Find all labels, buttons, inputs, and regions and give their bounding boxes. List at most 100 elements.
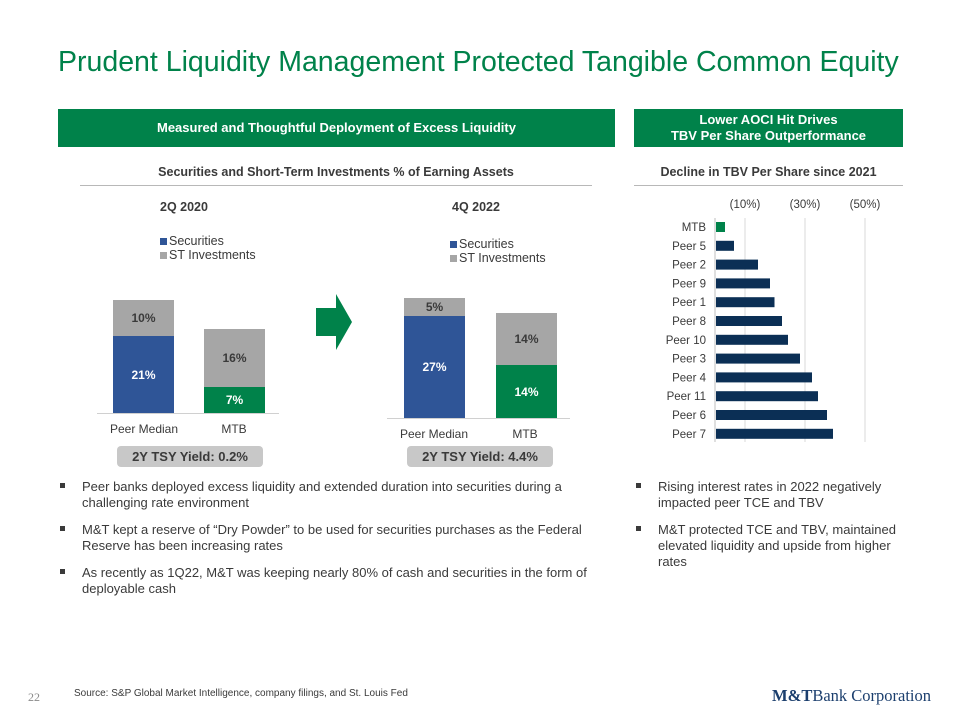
bullet-square-icon bbox=[636, 483, 641, 488]
legend-label-st-investments: ST Investments bbox=[459, 251, 546, 265]
tbv-category-label: Peer 2 bbox=[672, 260, 706, 272]
tbv-category-label: Peer 9 bbox=[672, 278, 706, 290]
right-bullet-list: Rising interest rates in 2022 negatively… bbox=[634, 479, 908, 581]
category-label-peer-median: Peer Median bbox=[109, 422, 179, 436]
company-logo: M&TBank Corporation bbox=[772, 686, 931, 706]
bar-2q2020-peer-st bbox=[113, 299, 174, 337]
legend-item-securities: Securities bbox=[160, 234, 256, 248]
bar-2q2020-mtb-st bbox=[204, 329, 265, 388]
tbv-bar bbox=[716, 391, 818, 402]
bullet-square-icon bbox=[60, 569, 65, 574]
tbv-tick-label: (50%) bbox=[850, 199, 881, 211]
tbv-category-label: Peer 8 bbox=[672, 316, 706, 328]
tbv-category-label: Peer 7 bbox=[672, 429, 706, 441]
bar-2q2020-peer-securities bbox=[113, 336, 174, 413]
tbv-chart-subhead: Decline in TBV Per Share since 2021 bbox=[660, 165, 877, 179]
bullet-square-icon bbox=[636, 526, 641, 531]
securities-chart-subhead: Securities and Short-Term Investments % … bbox=[158, 165, 514, 179]
list-item: Rising interest rates in 2022 negatively… bbox=[634, 479, 908, 511]
tbv-tick-label: (30%) bbox=[790, 199, 821, 211]
page-title: Prudent Liquidity Management Protected T… bbox=[58, 46, 899, 78]
bar-4q2022-mtb-st bbox=[496, 312, 557, 366]
bullet-text: Peer banks deployed excess liquidity and… bbox=[82, 479, 562, 510]
legend-swatch-securities bbox=[450, 240, 457, 248]
bullet-square-icon bbox=[60, 483, 65, 488]
tbv-bar bbox=[716, 278, 770, 289]
bar-4q2022-peer-st bbox=[404, 297, 465, 317]
tbv-bar bbox=[716, 222, 725, 232]
logo-bold: M&T bbox=[772, 686, 813, 705]
tbv-category-label: Peer 3 bbox=[672, 354, 706, 366]
right-header-line-2: TBV Per Share Outperformance bbox=[670, 128, 867, 143]
legend-label-securities: Securities bbox=[459, 237, 514, 251]
bullet-text: As recently as 1Q22, M&T was keeping nea… bbox=[82, 565, 587, 596]
tbv-category-label: Peer 11 bbox=[667, 391, 706, 403]
category-label-peer-median: Peer Median bbox=[399, 427, 469, 441]
list-item: M&T protected TCE and TBV, maintained el… bbox=[634, 522, 908, 570]
legend-item-securities: Securities bbox=[450, 237, 546, 251]
right-subhead-divider bbox=[634, 185, 903, 186]
legend-item-st-investments: ST Investments bbox=[450, 251, 546, 265]
chart-4q2022-baseline bbox=[387, 418, 570, 419]
label-2q2020-peer-st: 10% bbox=[131, 311, 156, 326]
list-item: Peer banks deployed excess liquidity and… bbox=[58, 479, 606, 511]
tbv-tick-label: (10%) bbox=[730, 199, 761, 211]
label-2q2020-mtb-st: 16% bbox=[222, 351, 247, 366]
left-subhead-divider bbox=[80, 185, 592, 186]
bullet-text: M&T kept a reserve of “Dry Powder” to be… bbox=[82, 522, 582, 553]
legend-swatch-securities bbox=[160, 237, 167, 245]
tbv-category-label: Peer 1 bbox=[672, 297, 706, 309]
chart-2q2020-baseline bbox=[97, 413, 279, 414]
bullet-text: M&T protected TCE and TBV, maintained el… bbox=[658, 522, 896, 569]
label-4q2022-mtb-securities: 14% bbox=[514, 384, 539, 399]
bar-4q2022-mtb-securities bbox=[496, 365, 557, 418]
legend-swatch-st-investments bbox=[160, 251, 167, 259]
chart-2q2020-legend: Securities ST Investments bbox=[160, 234, 256, 262]
tbv-bar bbox=[716, 410, 827, 420]
tbv-bar bbox=[716, 428, 833, 439]
tbv-bar bbox=[716, 240, 734, 251]
bullet-text: Rising interest rates in 2022 negatively… bbox=[658, 479, 882, 510]
logo-rest: Bank Corporation bbox=[812, 686, 932, 705]
arrow-right-icon bbox=[316, 294, 352, 350]
label-4q2022-peer-securities: 27% bbox=[422, 360, 447, 375]
tbv-bar bbox=[716, 372, 812, 383]
tbv-decline-chart: (10%) (30%) (50%) MTB Peer 5 Peer 2 Peer 9 Peer… bbox=[666, 199, 881, 442]
tbv-category-label: Peer 10 bbox=[666, 335, 706, 347]
tbv-category-label: Peer 6 bbox=[672, 410, 706, 422]
bar-4q2022-peer-securities bbox=[404, 316, 465, 418]
tsy-yield-4q2022-badge: 2Y TSY Yield: 4.4% bbox=[407, 446, 553, 467]
category-label-mtb: MTB bbox=[221, 422, 247, 436]
tsy-yield-2q2020-badge: 2Y TSY Yield: 0.2% bbox=[117, 446, 263, 467]
tbv-bar bbox=[716, 353, 800, 364]
list-item: M&T kept a reserve of “Dry Powder” to be… bbox=[58, 522, 606, 554]
list-item: As recently as 1Q22, M&T was keeping nea… bbox=[58, 565, 606, 597]
tbv-bar bbox=[716, 316, 782, 326]
label-4q2022-mtb-st: 14% bbox=[514, 332, 539, 347]
legend-label-securities: Securities bbox=[169, 234, 224, 248]
tbv-bar bbox=[716, 259, 758, 270]
chart-2q2020-title: 2Q 2020 bbox=[160, 200, 208, 214]
tbv-category-label: MTB bbox=[682, 222, 707, 234]
source-note: Source: S&P Global Market Intelligence, … bbox=[74, 688, 408, 699]
page-number: 22 bbox=[28, 690, 40, 704]
right-section-header: Lower AOCI Hit Drives TBV Per Share Outp… bbox=[634, 109, 903, 147]
tbv-category-label: Peer 4 bbox=[672, 372, 706, 384]
label-2q2020-mtb-securities: 7% bbox=[225, 393, 244, 408]
chart-4q2022-legend: Securities ST Investments bbox=[450, 237, 546, 265]
label-2q2020-peer-securities: 21% bbox=[131, 367, 156, 382]
legend-label-st-investments: ST Investments bbox=[169, 248, 256, 262]
tbv-category-label: Peer 5 bbox=[672, 241, 706, 253]
left-bullet-list: Peer banks deployed excess liquidity and… bbox=[58, 479, 606, 608]
bullet-square-icon bbox=[60, 526, 65, 531]
tbv-bar bbox=[716, 334, 788, 345]
right-header-line-1: Lower AOCI Hit Drives bbox=[699, 111, 838, 127]
left-section-header: Measured and Thoughtful Deployment of Ex… bbox=[58, 109, 615, 147]
bar-2q2020-mtb-securities bbox=[204, 387, 265, 413]
tbv-bar bbox=[716, 297, 775, 308]
category-label-mtb: MTB bbox=[512, 427, 538, 441]
chart-4q2022-title: 4Q 2022 bbox=[452, 200, 500, 214]
legend-swatch-st-investments bbox=[450, 254, 457, 262]
label-4q2022-peer-st: 5% bbox=[425, 300, 444, 315]
legend-item-st-investments: ST Investments bbox=[160, 248, 256, 262]
